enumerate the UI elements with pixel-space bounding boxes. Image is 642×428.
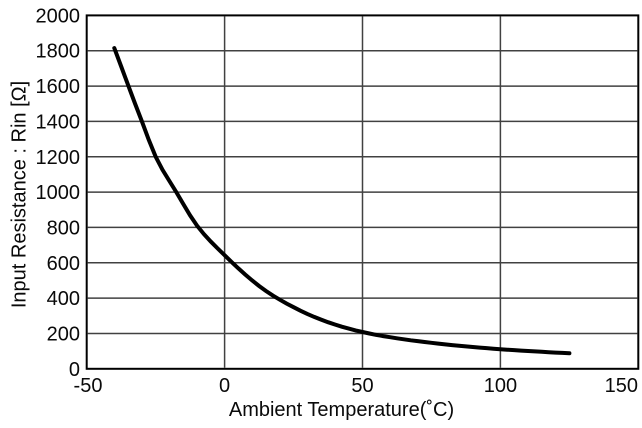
svg-text:1400: 1400 xyxy=(36,111,81,133)
svg-text:400: 400 xyxy=(47,288,80,310)
svg-text:1600: 1600 xyxy=(36,76,81,98)
svg-text:Ambient Temperature(˚C): Ambient Temperature(˚C) xyxy=(229,399,454,421)
svg-text:1800: 1800 xyxy=(36,41,81,63)
svg-text:0: 0 xyxy=(219,375,230,397)
svg-text:1000: 1000 xyxy=(36,182,81,204)
svg-text:200: 200 xyxy=(47,324,80,346)
svg-text:1200: 1200 xyxy=(36,147,81,169)
svg-text:Input Resistance : Rin [Ω]: Input Resistance : Rin [Ω] xyxy=(9,81,31,308)
svg-text:-50: -50 xyxy=(74,375,103,397)
svg-text:0: 0 xyxy=(69,359,80,381)
svg-text:150: 150 xyxy=(605,375,638,397)
svg-text:50: 50 xyxy=(351,375,373,397)
svg-text:800: 800 xyxy=(47,217,80,239)
svg-text:2000: 2000 xyxy=(36,5,81,27)
svg-text:600: 600 xyxy=(47,253,80,275)
svg-text:100: 100 xyxy=(484,375,517,397)
